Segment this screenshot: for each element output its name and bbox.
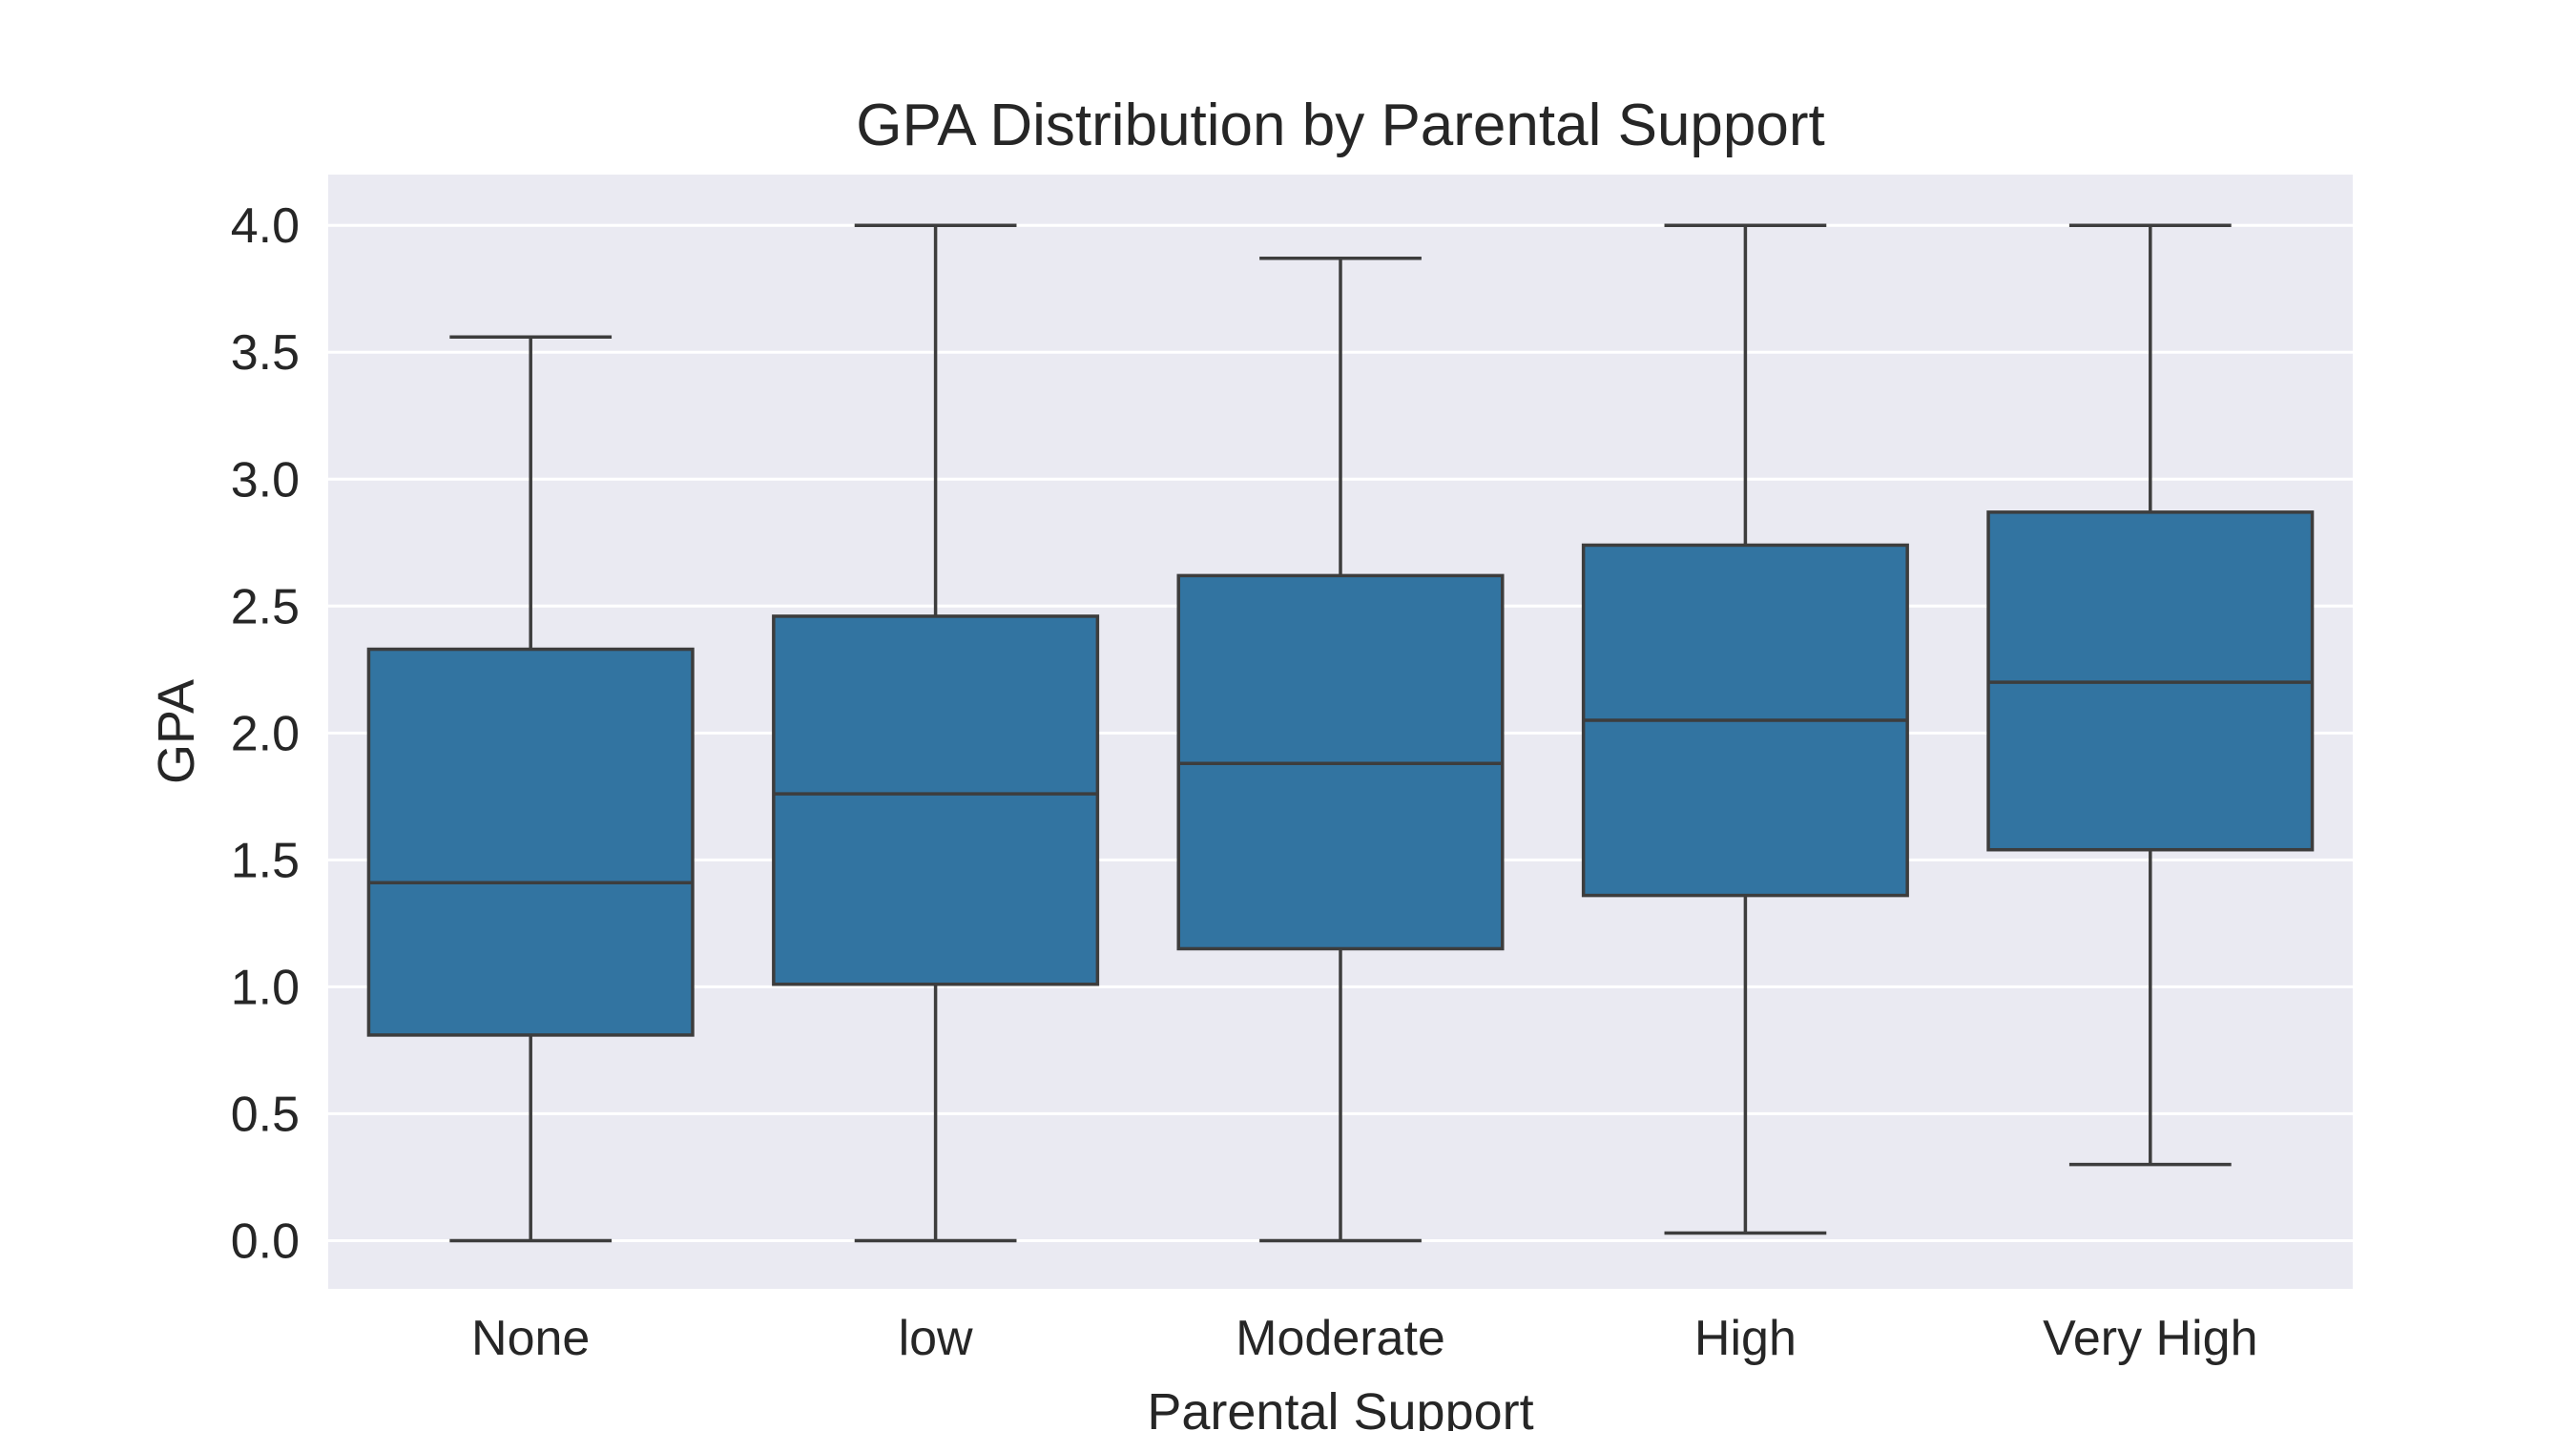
x-tick-label: High [1694,1311,1797,1366]
y-tick-label: 2.0 [231,706,300,761]
x-tick-label: Moderate [1236,1311,1445,1366]
box-group [1176,257,1505,1243]
x-tick-label: Very High [2043,1311,2257,1366]
y-axis-ticks: 0.0 0.5 1.0 1.5 2.0 2.5 3.0 3.5 4.0 [231,198,300,1269]
y-tick-label: 1.5 [231,833,300,888]
box-group [772,223,1100,1243]
y-axis-label: GPA [148,679,205,784]
iqr-box [366,647,695,1037]
y-tick-label: 3.0 [231,452,300,508]
y-tick-label: 4.0 [231,198,300,254]
box-group [366,335,695,1243]
y-tick-label: 0.5 [231,1087,300,1142]
x-tick-label: None [471,1311,590,1366]
x-axis-ticks: None low Moderate High Very High [471,1311,2257,1366]
y-tick-label: 1.0 [231,960,300,1015]
y-tick-label: 0.0 [231,1213,300,1269]
iqr-box [772,614,1100,986]
chart-title: GPA Distribution by Parental Support [856,93,1825,158]
x-tick-label: low [899,1311,973,1366]
y-tick-label: 2.5 [231,579,300,634]
boxes [366,223,2315,1243]
box-group [1986,223,2315,1167]
box-group [1581,223,1909,1235]
x-axis-label: Parental Support [1147,1383,1533,1431]
y-tick-label: 3.5 [231,325,300,381]
